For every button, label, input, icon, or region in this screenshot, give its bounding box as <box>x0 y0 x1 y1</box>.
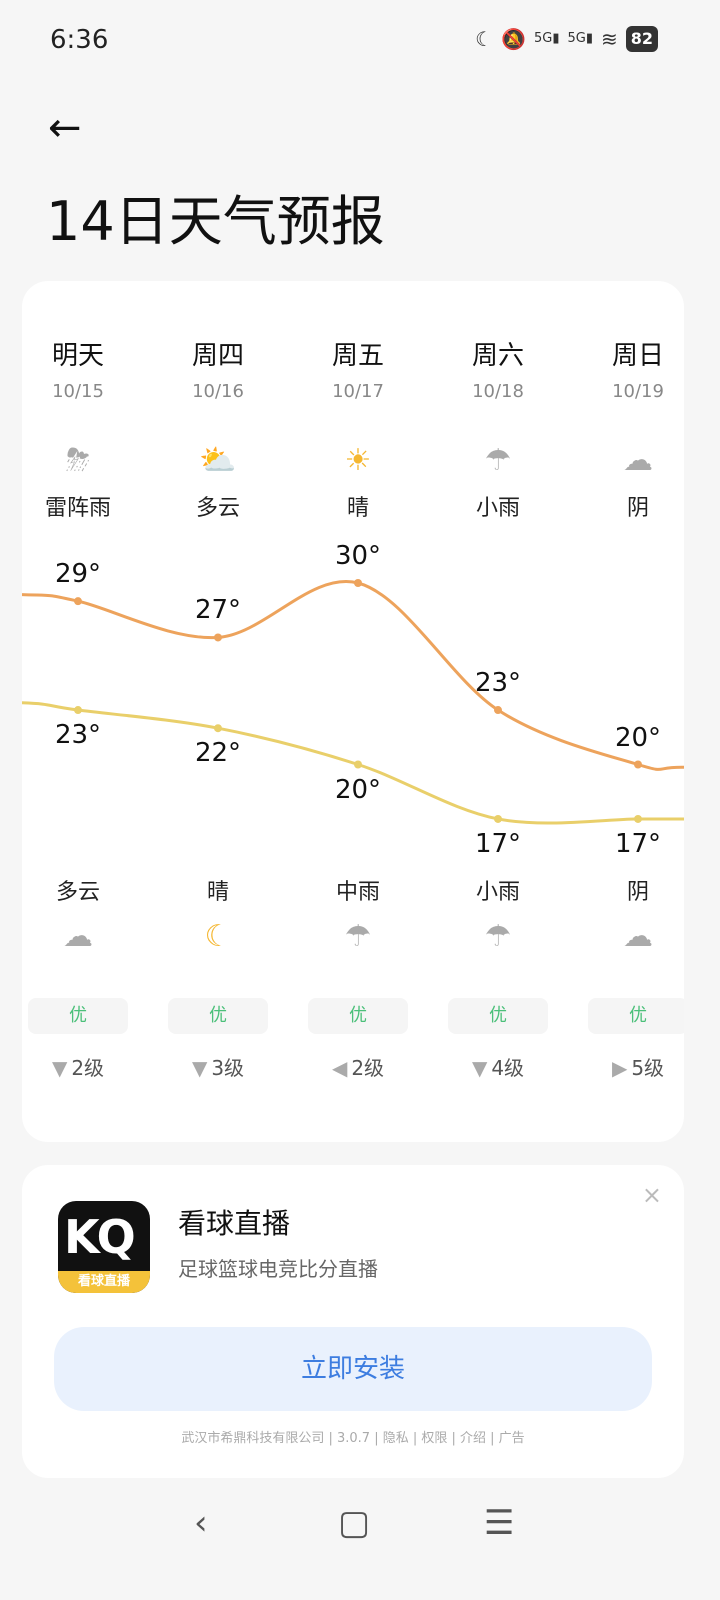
cloudy-moon-icon: ☁ <box>63 919 93 954</box>
overcast-icon: ☁ <box>623 919 653 954</box>
wind-text: 4级 <box>491 1056 525 1080</box>
day-label: 周四 <box>191 341 244 371</box>
temp-point <box>634 814 642 823</box>
wind-text: 2级 <box>71 1056 105 1080</box>
day-label: 周五 <box>331 341 384 371</box>
wind-text: 5级 <box>631 1056 665 1080</box>
page-title: 14日天气预报 <box>46 190 385 253</box>
night-condition: 晴 <box>206 880 229 905</box>
low-temp-label: 20° <box>334 774 382 805</box>
ad-footer: 武汉市希鼎科技有限公司 | 3.0.7 | 隐私 | 权限 | 介绍 | 广告 <box>181 1431 525 1446</box>
high-temp-label: 20° <box>614 722 662 753</box>
night-condition: 小雨 <box>475 880 520 905</box>
arrow-left-icon[interactable]: ← <box>48 105 82 151</box>
app-logo-text: KQ <box>64 1210 136 1264</box>
wind-direction-icon: ▶ <box>611 1056 628 1080</box>
low-temp-label: 23° <box>54 720 102 751</box>
day-condition: 晴 <box>346 496 369 521</box>
temp-point <box>214 724 222 733</box>
wind-direction-icon: ▼ <box>471 1056 488 1080</box>
thunder-rain-icon: ⛈ <box>66 443 90 478</box>
aqi-badge: 优 <box>308 998 408 1034</box>
aqi-badge: 优 <box>168 998 268 1034</box>
forecast-card: 明天 10/15 ⛈ 雷阵雨 29° 23° 多云 ☁ 优 ▼ 2级 周四 10/16 ⛅ 多云 27° 22°… <box>22 281 684 1142</box>
high-temp-label: 29° <box>54 559 102 590</box>
aqi-badge: 优 <box>588 998 684 1034</box>
app-name: 看球直播 <box>178 1207 291 1240</box>
temp-point <box>494 814 502 823</box>
close-icon[interactable]: × <box>641 1181 662 1209</box>
app-logo-band: 看球直播 <box>58 1271 150 1293</box>
wind-direction-icon: ▼ <box>51 1056 68 1080</box>
low-temp-label: 17° <box>474 828 522 859</box>
temp-point <box>634 760 642 769</box>
moon-icon: ☾ <box>475 27 494 51</box>
wind-direction-icon: ▼ <box>191 1056 208 1080</box>
high-temp-line <box>22 580 684 771</box>
mute-icon: 🔕 <box>501 27 526 51</box>
night-condition: 阴 <box>626 880 649 905</box>
rain-icon: ☂ <box>344 919 372 954</box>
temp-point <box>354 579 362 587</box>
wifi-icon: ≋ <box>600 27 618 51</box>
date-label: 10/18 <box>472 381 524 402</box>
5g-signal-icon: 5G▮ <box>567 31 593 46</box>
ad-card: KQ 看球直播 看球直播 足球篮球电竞比分直播 × 立即安装 武汉市希鼎科技有限… <box>22 1165 684 1478</box>
wind-level: ▶ 5级 <box>568 1056 684 1080</box>
wind-text: 2级 <box>351 1056 385 1080</box>
day-label: 明天 <box>51 341 104 371</box>
app-logo[interactable]: KQ 看球直播 <box>58 1201 150 1293</box>
partly-cloudy-icon: ⛅ <box>199 443 237 478</box>
day-label: 周六 <box>471 341 524 371</box>
date-label: 10/19 <box>612 381 664 402</box>
wind-level: ▼ 3级 <box>148 1056 288 1080</box>
nav-menu-button[interactable]: ☰ <box>484 1503 515 1543</box>
temp-point <box>214 633 222 642</box>
nav-home-button[interactable]: ▢ <box>338 1503 371 1543</box>
app-desc: 足球篮球电竞比分直播 <box>178 1257 378 1281</box>
temp-point <box>74 597 82 606</box>
wind-level: ▼ 4级 <box>428 1056 568 1080</box>
status-icons: ☾ 🔕 5G▮ 5G▮ ≋ 82 <box>475 26 658 52</box>
aqi-badge: 优 <box>28 998 128 1034</box>
install-button[interactable]: 立即安装 <box>54 1327 652 1411</box>
overcast-icon: ☁ <box>623 443 653 478</box>
high-temp-label: 23° <box>474 668 522 699</box>
wind-level: ▼ 2级 <box>22 1056 148 1080</box>
low-temp-label: 22° <box>194 738 242 769</box>
high-temp-label: 30° <box>334 541 382 571</box>
nav-back-button[interactable]: ‹ <box>194 1503 208 1543</box>
wind-text: 3级 <box>211 1056 245 1080</box>
status-time: 6:36 <box>50 25 109 55</box>
moon-icon: ☾ <box>204 919 232 954</box>
5g-signal-icon: 5G▮ <box>533 31 560 46</box>
date-label: 10/17 <box>332 381 384 402</box>
day-condition: 多云 <box>195 496 240 521</box>
date-label: 10/15 <box>52 381 104 402</box>
day-label: 周日 <box>611 341 664 371</box>
wind-direction-icon: ◀ <box>331 1056 348 1080</box>
high-temp-label: 27° <box>194 595 242 626</box>
light-rain-icon: ☂ <box>484 443 512 478</box>
night-condition: 多云 <box>55 880 100 905</box>
day-condition: 雷阵雨 <box>44 496 111 521</box>
sun-icon: ☀ <box>344 443 372 478</box>
temperature-chart <box>22 579 684 825</box>
battery-icon: 82 <box>625 26 658 52</box>
temp-point <box>354 760 362 769</box>
temp-point <box>74 706 82 715</box>
light-rain-icon: ☂ <box>484 919 512 954</box>
temp-point <box>494 706 502 715</box>
low-temp-label: 17° <box>614 828 662 859</box>
day-condition: 阴 <box>626 496 649 521</box>
date-label: 10/16 <box>192 381 244 402</box>
wind-level: ◀ 2级 <box>288 1056 428 1080</box>
day-condition: 小雨 <box>475 496 520 521</box>
aqi-badge: 优 <box>448 998 548 1034</box>
night-condition: 中雨 <box>335 880 380 905</box>
